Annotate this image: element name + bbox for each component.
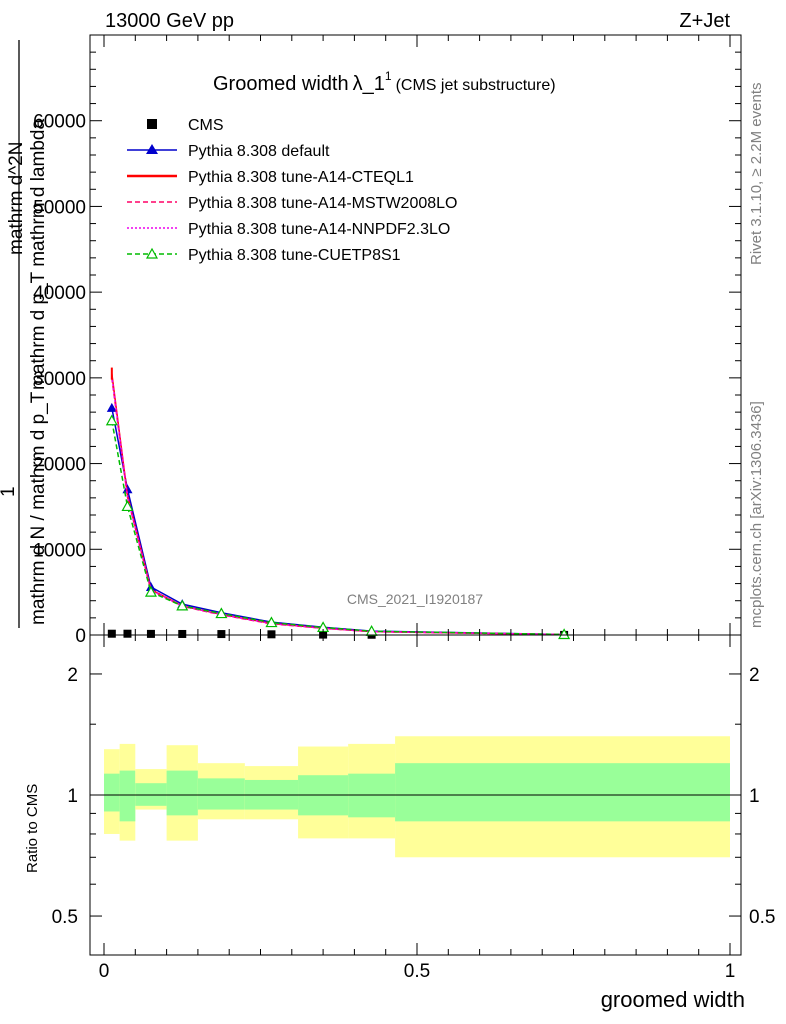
mcplots-label: mcplots.cern.ch [arXiv:1306.3436]: [748, 401, 765, 628]
ratio-yaxis: 0.5 0.5 1 1 2 2: [52, 665, 776, 928]
main-ytick-label: 30000: [33, 369, 86, 390]
legend-label-5: Pythia 8.308 tune-CUETP8S1: [188, 247, 401, 264]
main-ytick-label: 10000: [33, 540, 86, 561]
rivet-label: Rivet 3.1.10, ≥ 2.2M events: [748, 83, 765, 266]
main-xaxis: [103, 35, 731, 635]
main-yaxis: 0 10000 20000 30000 40000 50000 60000: [33, 51, 741, 647]
ratio-bands: [104, 736, 730, 858]
series-line-1: [111, 407, 565, 636]
ratio-ytick-label: 0.5: [52, 907, 78, 928]
legend-label-0: CMS: [188, 117, 224, 134]
ratio-xtick-label: 0: [99, 961, 110, 982]
series-1-point: [106, 402, 117, 412]
x-axis-label: groomed width: [601, 987, 745, 1012]
ratio-ytick-label-right: 1: [749, 786, 760, 807]
ratio-ytick-label: 2: [67, 665, 78, 686]
cms-data-point: [107, 629, 116, 638]
series-5-point: [215, 607, 228, 619]
header-right: Z+Jet: [679, 10, 730, 32]
ylabel-line-2: mathrm d p_T mathrm d lambda: [28, 119, 49, 390]
ratio-inner-band: [104, 773, 120, 812]
series-5-point: [121, 500, 134, 512]
main-ytick-label: 0: [75, 626, 86, 647]
ratio-ytick-label: 1: [67, 786, 78, 807]
cms-data-point: [146, 629, 155, 638]
series-line-3: [111, 377, 565, 636]
cms-data-point: [217, 630, 226, 639]
series-line-2: [111, 373, 565, 636]
plot-title-symbol: λ_1: [353, 73, 385, 95]
ylabel-line-4: mathrm d N / mathrm d p_T: [28, 391, 49, 625]
legend-label-3: Pythia 8.308 tune-A14-MSTW2008LO: [188, 195, 457, 212]
cms-data-point: [178, 629, 187, 638]
ylabel-line-1: mathrm d^2N: [6, 142, 27, 255]
legend-marker-5: [145, 247, 159, 259]
plot-title-suffix: (CMS jet substructure): [396, 77, 556, 94]
series-1-point: [122, 484, 133, 494]
legend-label-1: Pythia 8.308 default: [188, 143, 330, 160]
main-ylabel: mathrm d^2N mathrm d p_T mathrm d lambda…: [0, 40, 49, 628]
main-curves: [105, 367, 571, 640]
plot-title: Groomed width λ_11 (CMS jet substructure): [213, 69, 556, 95]
series-5-point: [265, 616, 278, 628]
legend-marker-cms: [147, 119, 157, 129]
ratio-ytick-label-right: 0.5: [749, 907, 775, 928]
ratio-ytick-label-right: 2: [749, 665, 760, 686]
main-ytick-label: 60000: [33, 112, 86, 133]
series-5-point: [105, 414, 118, 426]
ratio-inner-band: [166, 770, 198, 816]
ratio-xtick-label: 0.5: [404, 961, 430, 982]
ratio-inner-band: [135, 783, 167, 806]
cms-data-point: [123, 629, 132, 638]
main-ytick-label: 50000: [33, 197, 86, 218]
analysis-watermark: CMS_2021_I1920187: [347, 591, 483, 607]
series-5-point: [144, 585, 157, 597]
plot-title-text: Groomed width: [213, 73, 349, 95]
ratio-plot: 0.5 0.51 12 2 0 0.5 1: [52, 634, 776, 982]
series-5-point: [558, 628, 571, 640]
series-5-point: [176, 599, 189, 611]
header-left: 13000 GeV pp: [105, 10, 234, 32]
main-plot: 0 10000 20000 30000 40000 50000 60000: [33, 34, 742, 647]
legend-label-4: Pythia 8.308 tune-A14-NNPDF2.3LO: [188, 221, 450, 238]
cms-data-point: [267, 630, 276, 639]
series-line-4: [111, 376, 565, 636]
plot-title-superscript: 1: [385, 69, 392, 83]
ratio-ylabel: Ratio to CMS: [24, 784, 41, 873]
legend: CMS Pythia 8.308 default Pythia 8.308 tune…: [127, 117, 457, 264]
legend-label-2: Pythia 8.308 tune-A14-CTEQL1: [188, 169, 414, 186]
main-ytick-label: 40000: [33, 283, 86, 304]
ratio-inner-band: [119, 770, 136, 822]
ratio-xaxis: 0 0.5 1: [99, 635, 736, 982]
ratio-inner-band: [395, 763, 730, 822]
ratio-inner-band: [197, 778, 245, 810]
ylabel-line-3: 1: [0, 486, 19, 497]
ratio-xtick-label: 1: [725, 961, 736, 982]
legend-marker-1: [146, 144, 158, 154]
main-ytick-label: 20000: [33, 455, 86, 476]
